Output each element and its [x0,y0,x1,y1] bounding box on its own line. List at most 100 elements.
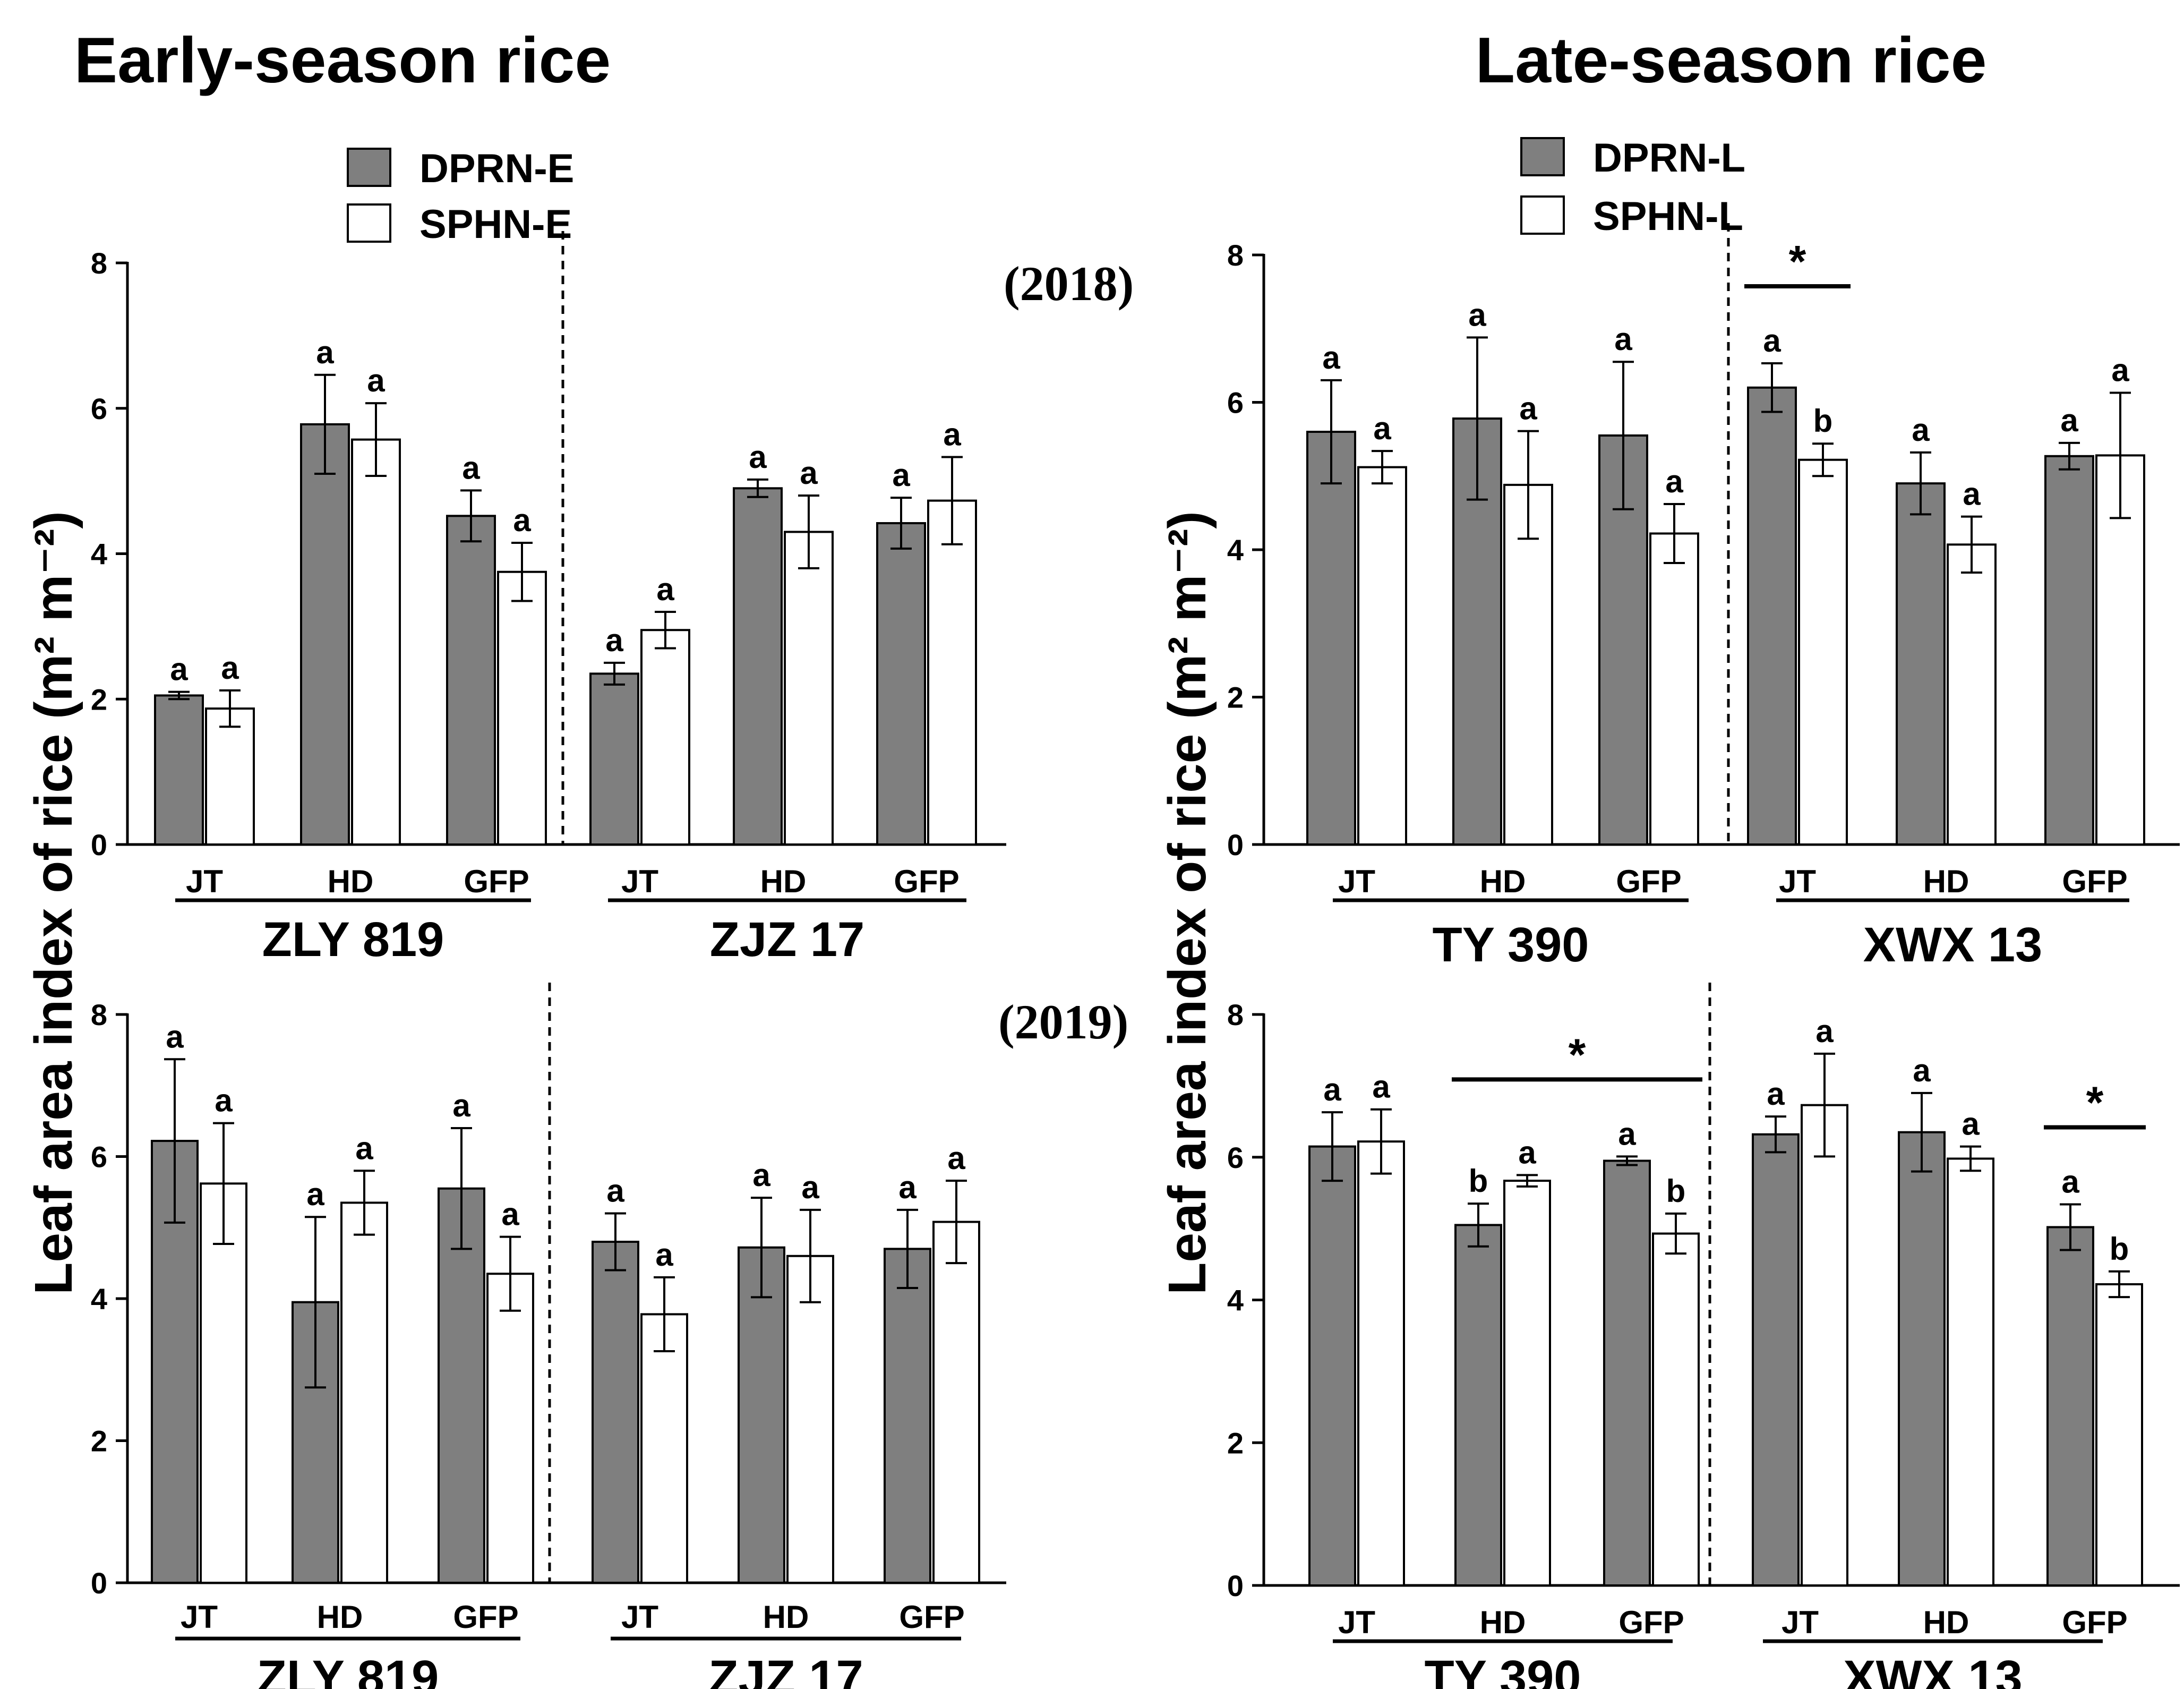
y-tick-label: 8 [1227,998,1244,1031]
significance-letter: a [605,622,623,658]
significance-letter: a [947,1140,965,1176]
bar-sphn-e-5 [784,531,834,846]
bar-dprn-e-3 [446,515,496,846]
significance-letter: a [452,1088,470,1123]
significance-letter: a [801,1170,819,1205]
significance-letter: a [2111,352,2129,388]
legend-label-sphn-l: SPHN-L [1593,194,1743,239]
x-category-label: JT [621,1599,658,1635]
group-label: ZLY 819 [262,912,444,967]
significance-letter: a [367,363,385,398]
bar-dprn-l-4 [1752,1133,1800,1586]
significance-letter: a [1519,391,1537,426]
bar-sphn-e-4 [640,629,690,846]
significance-letter: b [1666,1173,1686,1209]
x-category-label: HD [763,1599,809,1635]
y-tick-label: 2 [91,683,107,716]
legend-swatch-sphn-e [347,203,391,243]
x-category-label: JT [181,1599,218,1635]
significance-letter: a [1614,321,1632,357]
significance-letter: b [2110,1231,2129,1267]
legend-early: DPRN-E SPHN-E [347,146,574,247]
bar-dprn-e-5 [733,487,783,846]
x-category-label: JT [1338,1605,1375,1640]
significance-letter: a [513,502,531,538]
legend-label-sphn-e: SPHN-E [419,202,572,247]
bar-dprn-e-6 [876,522,926,846]
significance-letter: a [606,1173,624,1209]
x-category-label: HD [1923,864,1969,899]
significance-letter: a [170,652,188,687]
bar-sphn-l-4 [1798,458,1848,846]
group-label: ZJZ 17 [708,1651,863,1689]
group-label: TY 390 [1425,1651,1581,1689]
group-label: ZJZ 17 [710,912,864,967]
x-category-label: GFP [2062,1605,2127,1640]
bar-sphn-l-5 [1947,1157,1994,1586]
y-tick-label: 8 [91,246,107,280]
x-category-label: GFP [1616,864,1681,899]
significance-letter: a [1518,1134,1536,1170]
y-tick-label: 8 [91,998,107,1031]
significance-letter: b [1813,403,1833,439]
y-tick-label: 4 [1227,1284,1244,1317]
y-tick-label: 0 [1227,828,1244,861]
significance-star: * [1789,236,1806,286]
y-tick-label: 0 [1227,1569,1244,1602]
group-label: ZLY 819 [257,1651,439,1689]
significance-letter: a [501,1197,519,1232]
bar-sphn-e-3 [486,1273,534,1584]
significance-letter: a [166,1019,184,1054]
y-tick-label: 0 [91,828,107,861]
bar-dprn-l-5 [1896,482,1946,846]
significance-letter: a [1912,412,1930,448]
significance-letter: a [1618,1116,1636,1151]
significance-letter: a [306,1176,324,1212]
significance-letter: a [749,439,767,475]
bar-sphn-e-1 [200,1182,247,1584]
y-tick-label: 4 [91,1282,107,1316]
significance-letter: a [1913,1053,1931,1088]
bar-sphn-l-1 [1357,1140,1405,1586]
significance-letter: a [752,1157,770,1193]
bar-dprn-e-6 [884,1248,931,1584]
bar-sphn-l-3 [1652,1232,1700,1586]
bar-sphn-e-2 [351,438,401,846]
bar-dprn-l-6 [2046,1226,2094,1586]
significance-letter: a [1763,323,1781,359]
legend-late: DPRN-L SPHN-L [1520,135,1745,239]
x-category-label: JT [1779,864,1816,899]
x-category-label: GFP [453,1599,518,1635]
significance-letter: a [215,1083,233,1119]
significance-letter: a [656,571,674,607]
bar-sphn-l-5 [1947,543,1997,846]
x-category-label: JT [186,864,223,899]
significance-letter: a [1323,1072,1341,1107]
bar-dprn-e-3 [438,1187,485,1584]
x-category-label: HD [1923,1605,1969,1640]
bar-dprn-l-5 [1898,1131,1946,1586]
y-tick-label: 2 [1227,681,1244,714]
significance-letter: a [316,335,334,370]
group-label: XWX 13 [1843,1651,2022,1689]
y-tick-label: 2 [91,1424,107,1458]
bar-dprn-e-1 [154,694,204,846]
bar-sphn-l-4 [1801,1104,1848,1586]
x-category-label: HD [1480,864,1526,899]
y-tick-label: 6 [91,1140,107,1174]
bar-sphn-e-2 [340,1201,388,1584]
bar-dprn-e-2 [300,423,350,846]
significance-letter: a [1665,464,1683,499]
y-axis-label-late: Leaf area index of rice (m² m⁻²) [1158,511,1217,1294]
significance-letter: a [1815,1013,1834,1049]
bar-dprn-e-4 [589,672,639,846]
group-label: TY 390 [1433,918,1589,972]
bar-dprn-e-4 [592,1241,639,1584]
significance-letter: a [2060,403,2078,438]
y-tick-label: 8 [1227,238,1244,272]
x-category-label: GFP [894,864,959,899]
y-tick-label: 0 [91,1566,107,1600]
